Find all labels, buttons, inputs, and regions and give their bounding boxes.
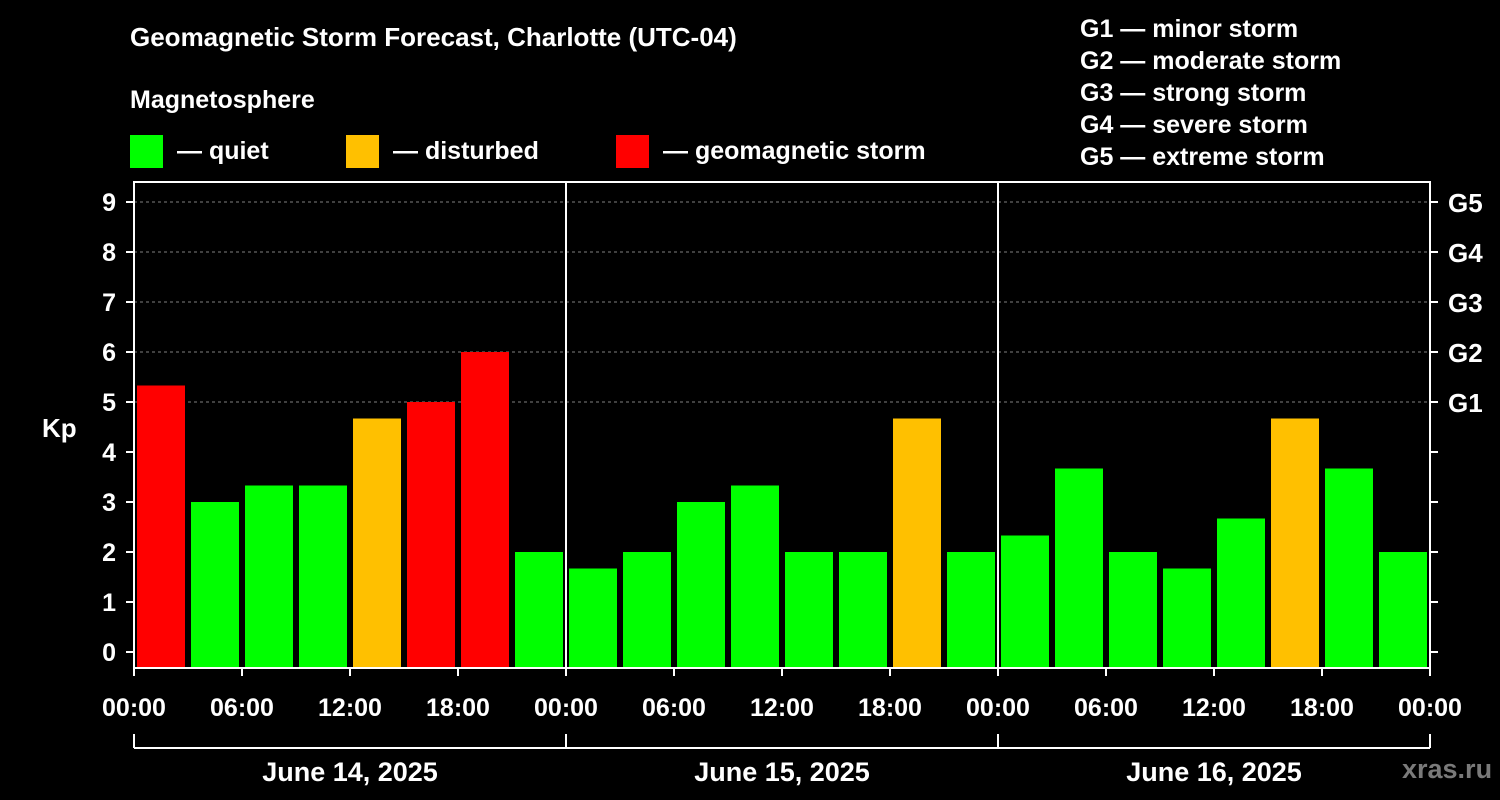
kp-bar [461, 352, 509, 668]
kp-bar [839, 552, 887, 668]
storm-scale-g5: G5 — extreme storm [1080, 143, 1325, 171]
right-axis-label-G1: G1 [1448, 388, 1483, 418]
y-tick-label: 9 [102, 189, 116, 217]
y-tick-label: 4 [102, 439, 116, 467]
storm-scale-legend: G1 — minor storm G2 — moderate storm G3 … [1080, 13, 1341, 173]
chart-title: Geomagnetic Storm Forecast, Charlotte (U… [130, 22, 737, 52]
y-tick-label: 5 [102, 389, 116, 417]
legend-swatch-quiet [130, 134, 163, 168]
kp-bar [1325, 468, 1373, 668]
legend-swatch-disturbed [346, 134, 379, 168]
kp-bar [785, 552, 833, 668]
storm-scale-g3: G3 — strong storm [1080, 79, 1307, 107]
kp-bar [947, 552, 995, 668]
watermark: xras.ru [1402, 754, 1493, 784]
legend-heading: Magnetosphere [130, 86, 315, 114]
kp-bar [623, 552, 671, 668]
legend-item-quiet: — quiet [130, 134, 269, 168]
legend-label-quiet: — quiet [177, 136, 269, 165]
y-tick-label: 8 [102, 239, 116, 267]
kp-bar [1163, 568, 1211, 668]
x-tick-label: 00:00 [966, 694, 1030, 722]
legend-swatch-storm [616, 134, 649, 168]
y-tick-label: 6 [102, 339, 116, 367]
kp-bar [353, 418, 401, 668]
y-tick-label: 0 [102, 639, 116, 667]
y-tick-label: 3 [102, 489, 116, 517]
y-axis-label: Kp [42, 413, 77, 443]
kp-bar [1217, 518, 1265, 668]
legend-label-storm: — geomagnetic storm [663, 136, 926, 165]
kp-bar [245, 485, 293, 668]
x-tick-label: 06:00 [1074, 694, 1138, 722]
y-tick-label: 2 [102, 539, 116, 567]
right-axis-label-G4: G4 [1448, 238, 1483, 268]
kp-bar [677, 502, 725, 668]
x-tick-label: 18:00 [858, 694, 922, 722]
x-tick-label: 12:00 [750, 694, 814, 722]
kp-bar [1055, 468, 1103, 668]
right-axis-label-G3: G3 [1448, 288, 1483, 318]
legend-label-disturbed: — disturbed [393, 136, 539, 165]
x-tick-label: 18:00 [426, 694, 490, 722]
kp-bar [407, 402, 455, 668]
x-tick-label: 00:00 [102, 694, 166, 722]
kp-bar [1379, 552, 1427, 668]
right-axis-label-G5: G5 [1448, 188, 1483, 218]
storm-scale-g4: G4 — severe storm [1080, 111, 1308, 139]
day-label: June 15, 2025 [694, 757, 870, 787]
kp-bar [299, 485, 347, 668]
y-tick-label: 7 [102, 289, 116, 317]
day-label: June 16, 2025 [1126, 757, 1302, 787]
storm-scale-g2: G2 — moderate storm [1080, 47, 1342, 75]
right-axis-label-G2: G2 [1448, 338, 1483, 368]
kp-bar [191, 502, 239, 668]
x-tick-label: 18:00 [1290, 694, 1354, 722]
legend-item-disturbed: — disturbed [346, 134, 539, 168]
kp-bar [1271, 418, 1319, 668]
x-tick-label: 06:00 [642, 694, 706, 722]
kp-bar [569, 568, 617, 668]
legend-item-storm: — geomagnetic storm [616, 134, 926, 168]
x-tick-label: 00:00 [534, 694, 598, 722]
y-tick-label: 1 [102, 589, 116, 617]
x-tick-label: 00:00 [1398, 694, 1462, 722]
day-label: June 14, 2025 [262, 757, 438, 787]
kp-bar [137, 385, 185, 668]
kp-bar [893, 418, 941, 668]
kp-bar [731, 485, 779, 668]
storm-scale-g1: G1 — minor storm [1080, 15, 1299, 43]
kp-bar [1109, 552, 1157, 668]
x-tick-label: 12:00 [1182, 694, 1246, 722]
x-tick-label: 12:00 [318, 694, 382, 722]
x-tick-label: 06:00 [210, 694, 274, 722]
kp-bar [1001, 535, 1049, 668]
kp-bar [515, 552, 563, 668]
